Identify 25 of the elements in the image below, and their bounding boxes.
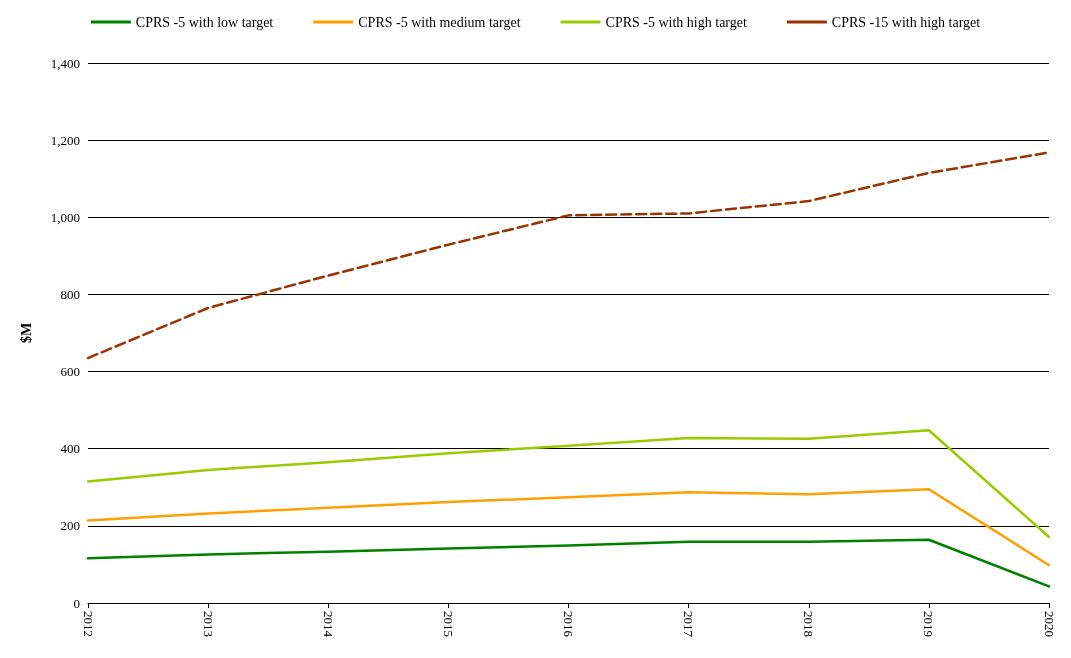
legend-label: CPRS -5 with medium target (358, 14, 521, 30)
y-tick-label: 0 (73, 595, 80, 611)
x-tick-label: 2017 (681, 611, 697, 638)
y-tick-label: 1,200 (50, 132, 80, 148)
legend-label: CPRS -5 with high target (605, 14, 747, 30)
legend-label: CPRS -5 with low target (135, 14, 274, 30)
legend-label: CPRS -15 with high target (831, 14, 981, 30)
x-tick-label: 2019 (921, 611, 937, 637)
x-tick-label: 2014 (320, 611, 336, 638)
x-tick-label: 2013 (200, 611, 216, 637)
y-tick-label: 1,400 (50, 55, 80, 71)
y-axis-title: $M (18, 322, 34, 344)
x-tick-label: 2015 (440, 611, 456, 637)
y-tick-label: 600 (60, 364, 80, 380)
y-tick-label: 200 (60, 518, 80, 534)
x-tick-label: 2020 (1041, 611, 1057, 637)
x-tick-label: 2012 (80, 611, 96, 637)
x-tick-label: 2016 (561, 611, 576, 638)
y-tick-label: 1,000 (50, 209, 80, 225)
line-series (86, 487, 1051, 567)
y-tick-label: 800 (60, 286, 80, 302)
line-series (86, 428, 1051, 539)
x-tick-label: 2018 (801, 611, 817, 637)
line-series (86, 538, 1051, 588)
y-tick-label: 400 (60, 441, 80, 457)
